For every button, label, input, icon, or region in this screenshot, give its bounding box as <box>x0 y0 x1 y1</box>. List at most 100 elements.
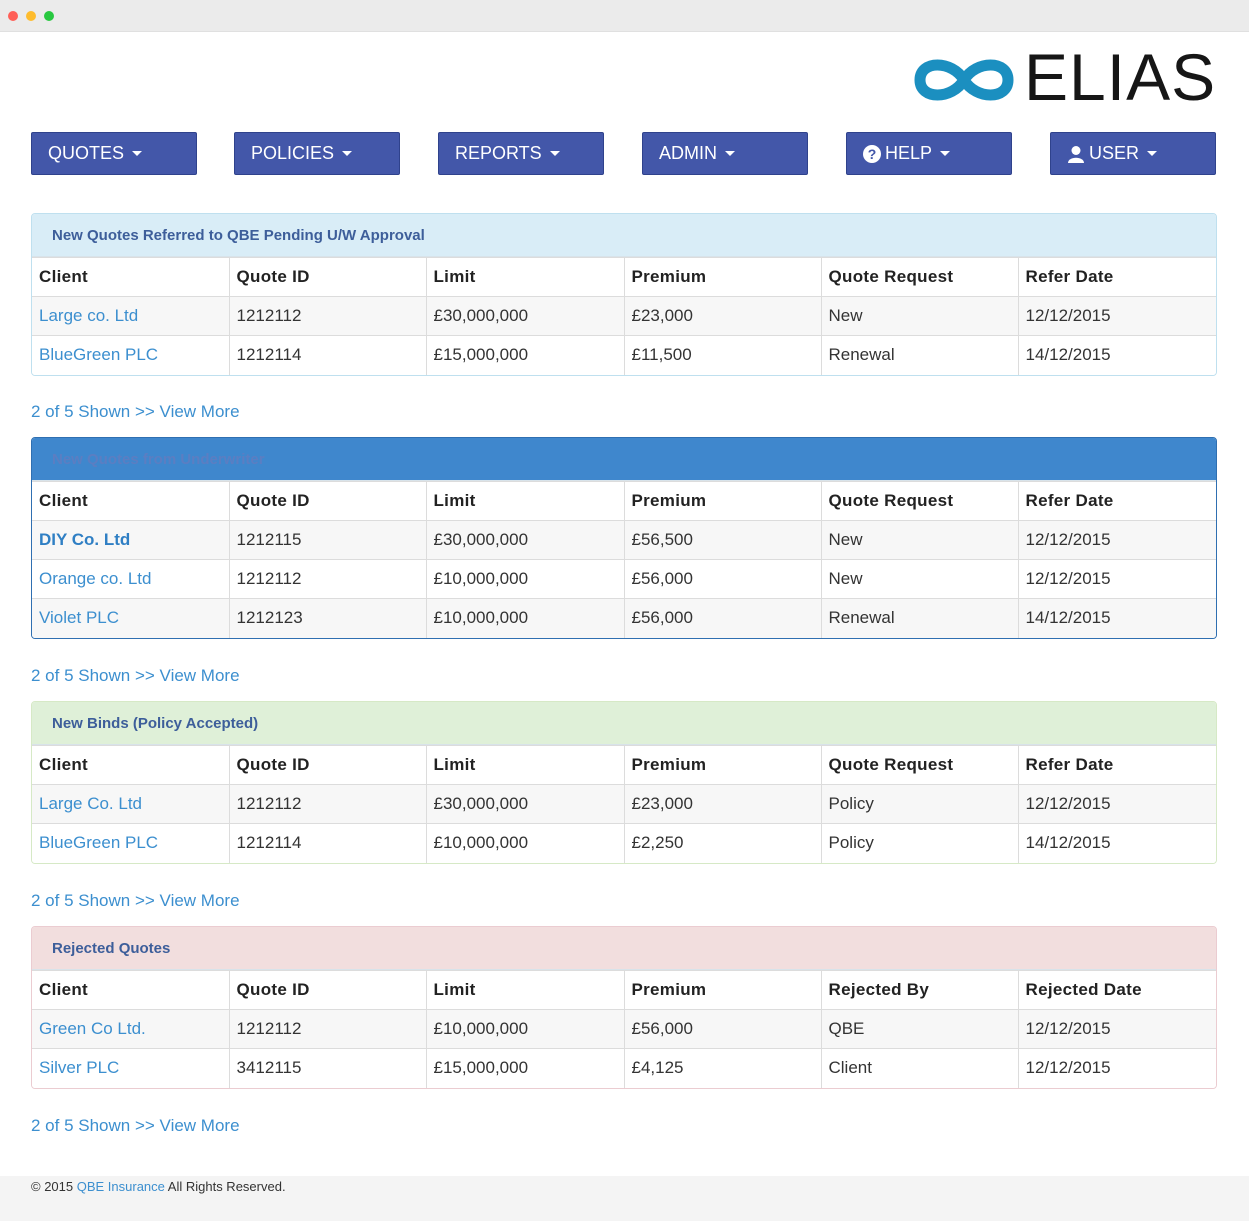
refer-date-cell: 12/12/2015 <box>1018 559 1216 599</box>
limit-cell: £10,000,000 <box>426 1009 625 1049</box>
underwriter-quotes-panel: New Quotes from Underwriter Client Quote… <box>31 437 1217 639</box>
column-header: Client <box>32 257 230 297</box>
caret-down-icon <box>725 151 735 156</box>
table-header-row: Client Quote ID Limit Premium Rejected B… <box>32 970 1216 1010</box>
table-header-row: Client Quote ID Limit Premium Quote Requ… <box>32 257 1216 297</box>
client-link[interactable]: Violet PLC <box>39 608 120 628</box>
caret-down-icon <box>940 151 951 156</box>
premium-cell: £23,000 <box>624 296 822 336</box>
help-menu-button[interactable]: ? HELP <box>846 132 1012 175</box>
qbe-insurance-link[interactable]: QBE Insurance <box>76 1179 165 1194</box>
premium-cell: £56,000 <box>624 1009 822 1049</box>
caret-down-icon <box>549 151 560 156</box>
client-link[interactable]: DIY Co. Ltd <box>39 530 131 549</box>
column-header: Rejected By <box>821 970 1019 1010</box>
refer-date-cell: 14/12/2015 <box>1018 823 1216 863</box>
quote-id-cell: 1212112 <box>229 784 427 824</box>
brand-name: ELIAS <box>1024 40 1217 114</box>
limit-cell: £15,000,000 <box>426 335 625 375</box>
column-header: Premium <box>624 257 822 297</box>
limit-cell: £30,000,000 <box>426 784 625 824</box>
client-link[interactable]: BlueGreen PLC <box>39 833 159 853</box>
premium-cell: £56,500 <box>624 520 822 560</box>
question-circle-icon: ? <box>863 144 881 163</box>
user-menu-button[interactable]: USER <box>1050 132 1216 175</box>
panel-title: Rejected Quotes <box>32 927 1216 970</box>
caret-down-icon <box>1147 151 1158 156</box>
user-menu-label: USER <box>1089 143 1140 163</box>
copyright-suffix: All Rights Reserved. <box>164 1179 286 1194</box>
view-more-link[interactable]: 2 of 5 Shown >> View More <box>31 402 240 421</box>
client-link[interactable]: Large Co. Ltd <box>39 794 143 813</box>
column-header: Quote ID <box>229 481 427 521</box>
rejected-table: Client Quote ID Limit Premium Rejected B… <box>32 970 1216 1088</box>
premium-cell: £11,500 <box>624 335 822 375</box>
premium-cell: £2,250 <box>624 823 822 863</box>
quote-request-cell: Policy <box>821 823 1019 863</box>
column-header: Quote ID <box>229 745 427 785</box>
quote-id-cell: 1212112 <box>229 559 427 599</box>
premium-cell: £56,000 <box>624 598 822 638</box>
column-header: Quote Request <box>821 481 1019 521</box>
refer-date-cell: 12/12/2015 <box>1018 296 1216 336</box>
client-link[interactable]: Silver PLC <box>39 1058 120 1078</box>
view-more-link[interactable]: 2 of 5 Shown >> View More <box>31 1116 240 1135</box>
policies-menu-label: POLICIES <box>251 143 335 163</box>
admin-menu-button[interactable]: ADMIN <box>642 132 808 175</box>
close-window-icon[interactable] <box>8 11 18 21</box>
rejected-quotes-panel: Rejected Quotes Client Quote ID Limit Pr… <box>31 926 1217 1089</box>
table-row: Orange co. Ltd 1212112 £10,000,000 £56,0… <box>32 559 1216 599</box>
pending-approval-panel: New Quotes Referred to QBE Pending U/W A… <box>31 213 1217 376</box>
minimize-window-icon[interactable] <box>26 11 36 21</box>
table-header-row: Client Quote ID Limit Premium Quote Requ… <box>32 745 1216 785</box>
column-header: Rejected Date <box>1018 970 1216 1010</box>
limit-cell: £10,000,000 <box>426 559 625 599</box>
table-row: BlueGreen PLC 1212114 £10,000,000 £2,250… <box>32 823 1216 863</box>
client-link[interactable]: BlueGreen PLC <box>39 345 159 365</box>
client-link[interactable]: Green Co Ltd. <box>39 1019 146 1038</box>
column-header: Premium <box>624 970 822 1010</box>
column-header: Refer Date <box>1018 745 1216 785</box>
column-header: Refer Date <box>1018 257 1216 297</box>
panel-title: New Quotes from Underwriter <box>32 438 1216 481</box>
infinity-logo-icon <box>914 59 1014 101</box>
limit-cell: £30,000,000 <box>426 296 625 336</box>
view-more-link[interactable]: 2 of 5 Shown >> View More <box>31 666 240 685</box>
quote-id-cell: 1212123 <box>229 598 427 638</box>
panel-title: New Quotes Referred to QBE Pending U/W A… <box>32 214 1216 257</box>
quote-request-cell: Renewal <box>821 598 1019 638</box>
table-row: BlueGreen PLC 1212114 £15,000,000 £11,50… <box>32 335 1216 375</box>
quote-request-cell: New <box>821 559 1019 599</box>
column-header: Limit <box>426 970 625 1010</box>
policies-menu-button[interactable]: POLICIES <box>234 132 400 175</box>
client-link[interactable]: Orange co. Ltd <box>39 569 152 588</box>
column-header: Refer Date <box>1018 481 1216 521</box>
quotes-table: Client Quote ID Limit Premium Quote Requ… <box>32 481 1216 638</box>
rejected-by-cell: QBE <box>821 1009 1019 1049</box>
table-row: DIY Co. Ltd 1212115 £30,000,000 £56,500 … <box>32 520 1216 560</box>
quote-request-cell: Policy <box>821 784 1019 824</box>
footer: © 2015 QBE Insurance All Rights Reserved… <box>0 1176 1249 1221</box>
premium-cell: £56,000 <box>624 559 822 599</box>
caret-down-icon <box>132 151 143 156</box>
column-header: Limit <box>426 481 625 521</box>
table-row: Silver PLC 3412115 £15,000,000 £4,125 Cl… <box>32 1048 1216 1088</box>
copyright-prefix: © 2015 <box>31 1179 77 1194</box>
refer-date-cell: 14/12/2015 <box>1018 335 1216 375</box>
limit-cell: £10,000,000 <box>426 823 625 863</box>
reports-menu-button[interactable]: REPORTS <box>438 132 604 175</box>
table-row: Green Co Ltd. 1212112 £10,000,000 £56,00… <box>32 1009 1216 1049</box>
column-header: Limit <box>426 257 625 297</box>
client-link[interactable]: Large co. Ltd <box>39 306 139 325</box>
column-header: Quote ID <box>229 257 427 297</box>
quote-id-cell: 1212112 <box>229 296 427 336</box>
rejected-date-cell: 12/12/2015 <box>1018 1009 1216 1049</box>
quote-id-cell: 1212114 <box>229 335 427 375</box>
quotes-menu-button[interactable]: QUOTES <box>31 132 197 175</box>
table-header-row: Client Quote ID Limit Premium Quote Requ… <box>32 481 1216 521</box>
quote-id-cell: 3412115 <box>229 1048 427 1088</box>
column-header: Client <box>32 745 230 785</box>
maximize-window-icon[interactable] <box>44 11 54 21</box>
rejected-by-cell: Client <box>821 1048 1019 1088</box>
view-more-link[interactable]: 2 of 5 Shown >> View More <box>31 891 240 910</box>
